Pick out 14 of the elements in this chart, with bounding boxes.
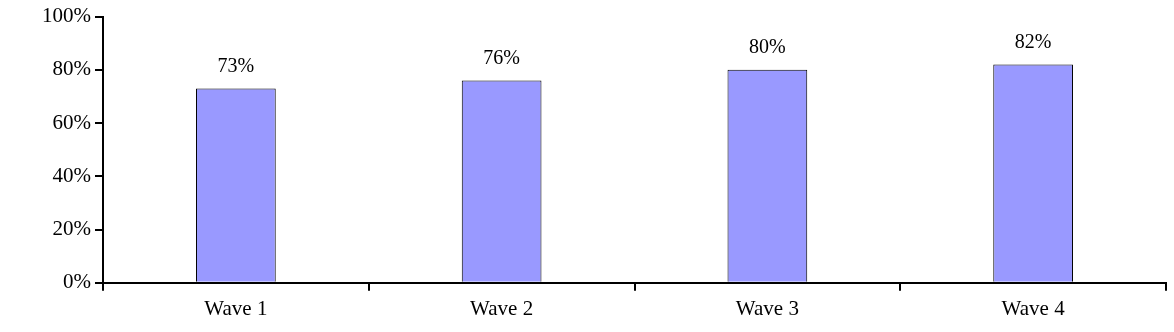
y-tick-label: 60% bbox=[52, 109, 91, 134]
x-tick-label: Wave 2 bbox=[470, 295, 534, 320]
y-tick-label: 0% bbox=[63, 269, 91, 294]
y-tick-label: 20% bbox=[52, 216, 91, 241]
y-tick-label: 80% bbox=[52, 56, 91, 81]
y-tick-label: 40% bbox=[52, 162, 91, 187]
data-label: 80% bbox=[749, 35, 786, 58]
y-tick-label: 100% bbox=[42, 3, 91, 28]
x-tick-label: Wave 3 bbox=[735, 295, 799, 320]
x-tick-label: Wave 1 bbox=[204, 295, 268, 320]
x-tick-label: Wave 4 bbox=[1001, 295, 1066, 320]
data-label: 76% bbox=[483, 45, 520, 68]
data-label: 82% bbox=[1014, 29, 1052, 52]
data-label: 73% bbox=[217, 53, 255, 76]
